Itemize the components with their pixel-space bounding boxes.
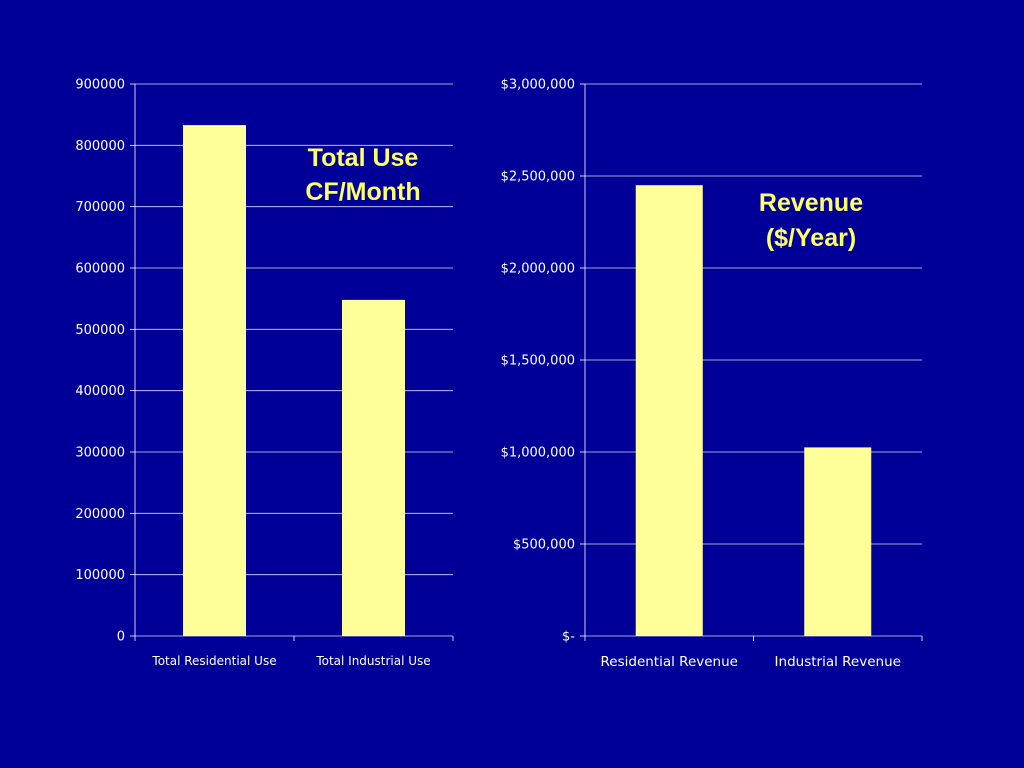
use-ytick-label-3: 300000 [75,446,125,461]
use-annotation-line-1: CF/Month [305,178,420,206]
revenue-ytick-label-2: $1,000,000 [501,446,575,461]
use-ytick-label-7: 700000 [75,200,125,215]
revenue-ytick-label-1: $500,000 [513,538,575,553]
revenue-annotation-line-0: Revenue [759,189,863,217]
use-ytick-label-2: 200000 [75,507,125,522]
revenue-ytick-label-4: $2,000,000 [501,262,575,277]
use-category-label-0: Total Residential Use [151,654,276,668]
revenue-bar-0 [635,185,703,636]
use-bar-1 [342,299,405,636]
use-ytick-label-4: 400000 [75,384,125,399]
use-ytick-label-0: 0 [117,630,125,645]
use-ytick-label-8: 800000 [75,139,125,154]
revenue-annotation-line-1: ($/Year) [766,224,856,252]
use-ytick-label-5: 500000 [75,323,125,338]
use-annotation-line-0: Total Use [308,144,419,172]
use-ytick-label-9: 900000 [75,78,125,93]
revenue-ytick-label-0: $- [562,630,575,645]
revenue-category-label-0: Residential Revenue [601,654,738,670]
use-ytick-label-6: 600000 [75,262,125,277]
use-bar-0 [183,125,246,637]
revenue-ytick-label-6: $3,000,000 [501,78,575,93]
use-category-label-1: Total Industrial Use [315,654,430,668]
revenue-category-label-1: Industrial Revenue [775,654,901,670]
use-ytick-label-1: 100000 [75,568,125,583]
revenue-bar-1 [804,447,872,636]
revenue-ytick-label-5: $2,500,000 [501,170,575,185]
revenue-ytick-label-3: $1,500,000 [501,354,575,369]
